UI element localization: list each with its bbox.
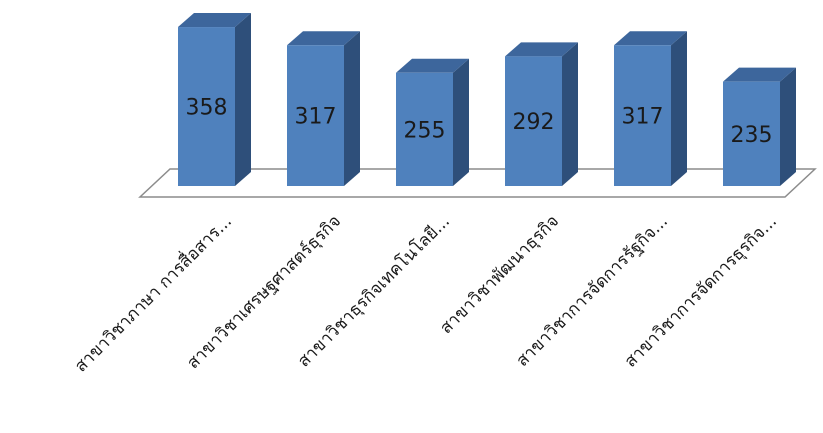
- bar-3: [396, 58, 469, 186]
- bar-top-5: [614, 31, 687, 46]
- bars: [178, 13, 796, 187]
- bar-2: [287, 31, 360, 187]
- bar-top-1: [178, 13, 251, 28]
- data-label-5: 317: [622, 105, 664, 130]
- data-labels: 358 317 255 292 317 235: [186, 96, 773, 148]
- bar-4: [505, 42, 578, 186]
- bar-5: [614, 31, 687, 187]
- bar-front-5: [614, 45, 671, 186]
- bar-top-4: [505, 42, 578, 57]
- data-label-6: 235: [731, 123, 773, 148]
- bar-side-6: [780, 67, 796, 186]
- bar-1: [178, 13, 251, 186]
- bar-front-3: [396, 72, 453, 186]
- category-labels: สาขาวิชาภาษา การสื่อสาร...สาขาวิชาเศรษฐศ…: [69, 209, 781, 376]
- data-label-3: 255: [404, 118, 446, 143]
- bar-front-1: [178, 27, 235, 186]
- bar-side-3: [453, 58, 469, 186]
- bar-side-4: [562, 42, 578, 186]
- bar-top-6: [723, 67, 796, 82]
- bar-front-6: [723, 81, 780, 186]
- bar-front-4: [505, 56, 562, 186]
- bar-top-2: [287, 31, 360, 46]
- bar-top-3: [396, 58, 469, 73]
- data-label-1: 358: [186, 96, 228, 121]
- data-label-4: 292: [513, 110, 555, 135]
- bar-side-5: [671, 31, 687, 187]
- data-label-2: 317: [295, 105, 337, 130]
- bar-side-1: [235, 13, 251, 186]
- category-label-4: สาขาวิชาพัฒนาธุรกิจ: [436, 211, 563, 338]
- bar-side-2: [344, 31, 360, 187]
- bar-6: [723, 67, 796, 186]
- bar-front-2: [287, 45, 344, 186]
